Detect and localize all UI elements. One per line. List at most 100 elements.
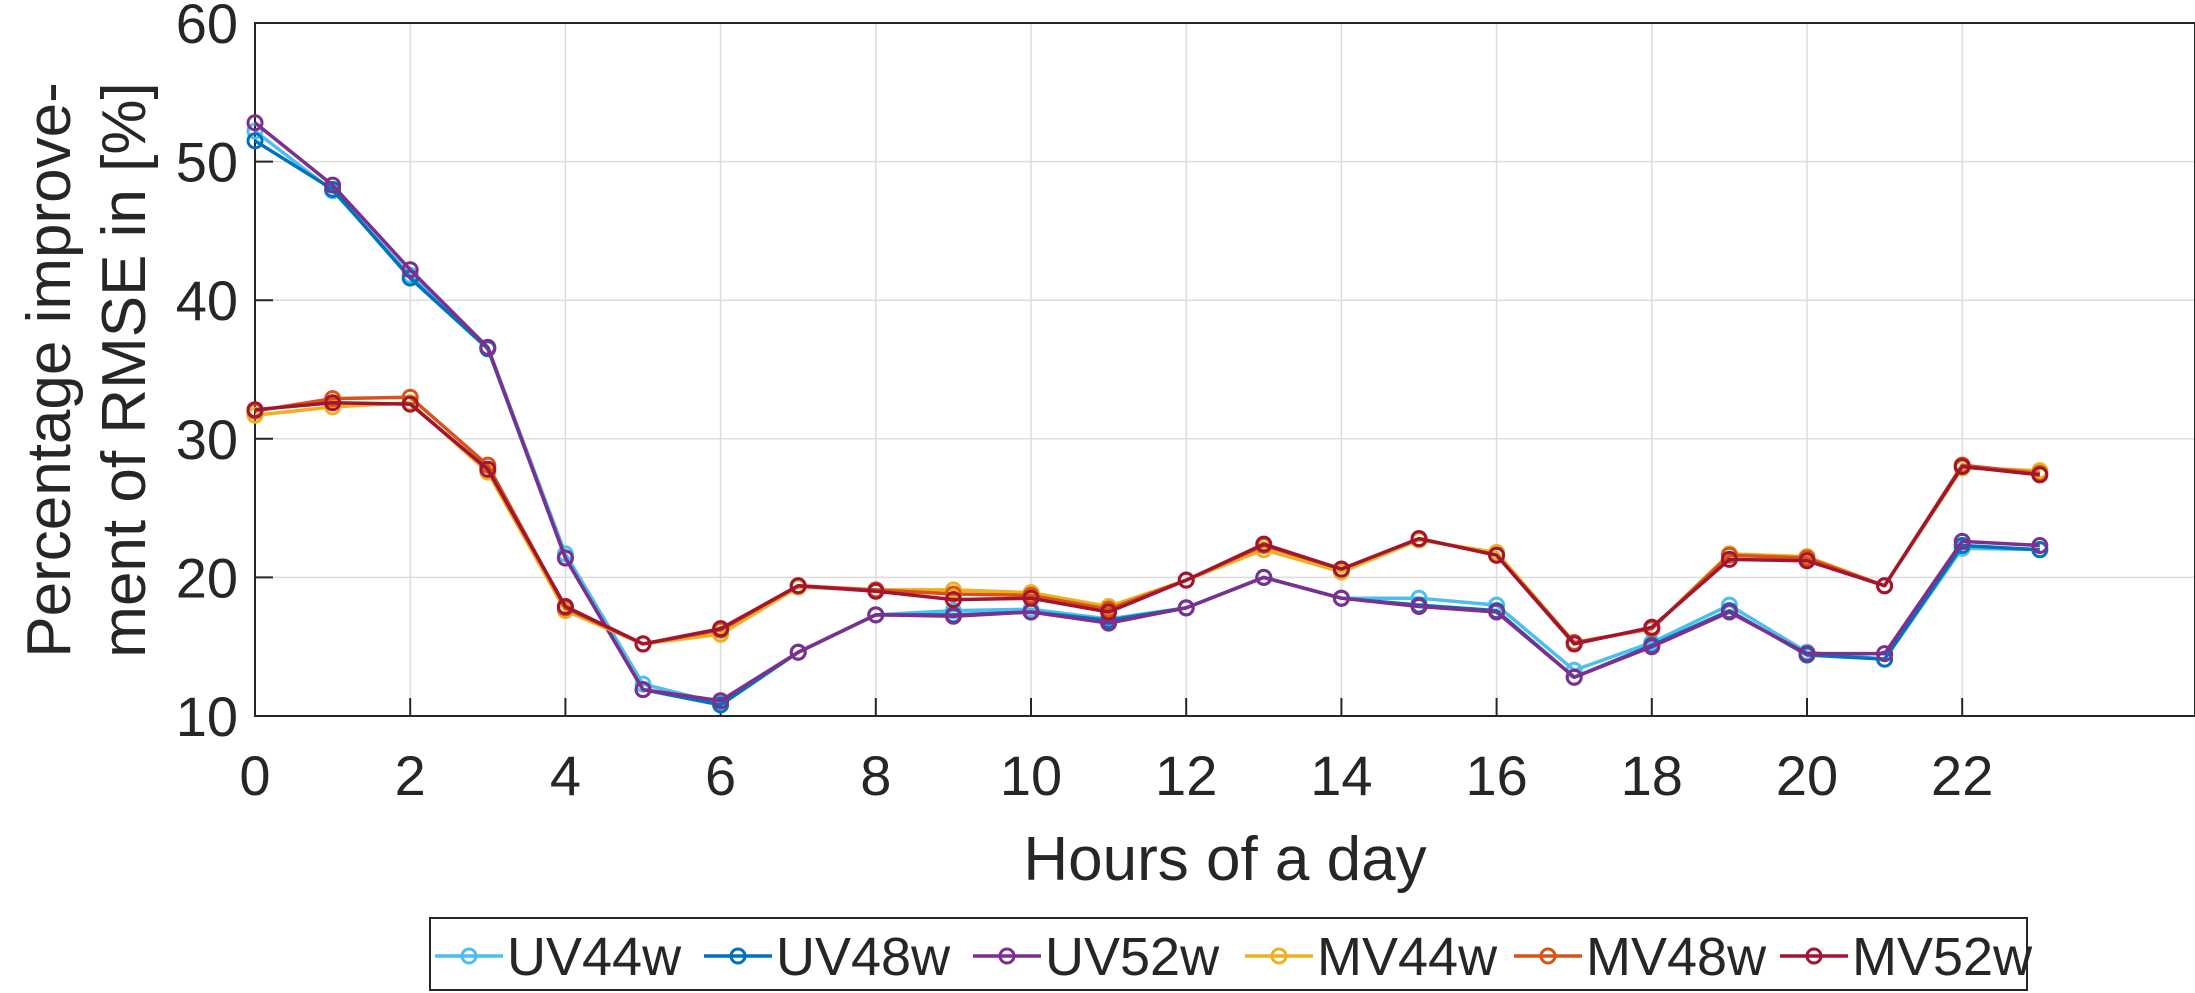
y-tick-label: 30 [176,408,238,471]
y-axis-title-line-2: ment of RMSE in [%] [90,82,159,657]
data-point [1720,603,1738,621]
series-UV52w [246,114,2049,710]
data-point [1410,598,1428,616]
y-tick-label: 40 [176,269,238,332]
data-point [324,176,342,194]
legend-item: MV48w [1514,927,1767,987]
data-point [2031,466,2049,484]
data-point [867,582,885,600]
x-tick-label: 16 [1465,744,1527,807]
data-point [944,591,962,609]
x-tick-label: 12 [1155,744,1217,807]
legend: UV44w UV48w UV52w MV44w MV48w MV52w [429,917,2033,991]
legend-label: MV52w [1852,927,2033,987]
legend-label: MV44w [1317,927,1498,987]
data-point [1332,589,1350,607]
legend-marker [998,947,1016,965]
data-point [1798,552,1816,570]
data-point [1876,577,1894,595]
data-point [246,401,264,419]
x-tick-label: 22 [1931,744,1993,807]
legend-item: UV48w [704,927,951,987]
data-point [556,598,574,616]
legend-label: UV44w [507,927,682,987]
x-tick-label: 20 [1776,744,1838,807]
data-point [479,460,497,478]
legend-label: MV48w [1586,927,1767,987]
y-tick-label: 10 [176,685,238,748]
series-UV44w [246,122,2049,713]
data-point [1876,645,1894,663]
data-point [712,620,730,638]
y-tick-label: 60 [176,0,238,55]
data-point [2031,537,2049,555]
y-tick-label: 50 [176,131,238,194]
data-point [789,577,807,595]
data-point [246,114,264,132]
data-point [1488,603,1506,621]
data-point [1565,635,1583,653]
x-axis: 0 2 4 6 8 10 12 14 16 18 20 22 [239,698,1993,807]
series-line [254,401,2040,646]
data-point [634,635,652,653]
y-axis-title-line-1: Percentage improve- [15,82,84,658]
data-point [1488,546,1506,564]
data-point [556,549,574,567]
x-tick-label: 18 [1621,744,1683,807]
legend-label: UV52w [1045,927,1220,987]
legend-item: UV52w [973,927,1220,987]
series-group [246,114,2049,714]
series-line [254,139,2040,707]
data-point [1177,571,1195,589]
x-tick-label: 4 [550,744,581,807]
data-point [1177,599,1195,617]
legend-box [429,917,2028,991]
series-MV52w [246,394,2049,653]
data-point [1255,535,1273,553]
data-point [1643,638,1661,656]
x-axis-title: Hours of a day [1023,825,1426,894]
data-point [1255,568,1273,586]
data-point [324,394,342,412]
legend-marker [1805,947,1823,965]
series-line [253,121,2040,703]
legend-item: MV44w [1245,927,1498,987]
data-point [712,692,730,710]
data-point [1410,530,1428,548]
data-point [867,606,885,624]
data-point [1953,532,1971,550]
data-point [1643,618,1661,636]
legend-item: MV52w [1780,927,2033,987]
grid [254,22,2195,717]
legend-marker [460,947,478,965]
data-point [401,395,419,413]
data-point [1100,603,1118,621]
data-point [1720,550,1738,568]
data-point [401,261,419,279]
data-point [1798,645,1816,663]
series-line [253,129,2040,706]
legend-marker [1270,947,1288,965]
data-point [1953,458,1971,476]
legend-label: UV48w [776,927,951,987]
legend-marker [729,947,747,965]
legend-marker [1539,947,1557,965]
legend-item: UV44w [435,927,682,987]
x-tick-label: 14 [1310,744,1372,807]
x-tick-label: 0 [239,744,270,807]
data-point [1332,560,1350,578]
data-point [944,607,962,625]
plot-area-border [254,22,2195,717]
x-tick-label: 8 [860,744,891,807]
series-line [254,395,2040,646]
x-tick-label: 2 [395,744,426,807]
data-point [634,681,652,699]
data-point [1022,589,1040,607]
x-tick-label: 10 [1000,744,1062,807]
data-point [789,643,807,661]
y-tick-label: 20 [176,546,238,609]
data-point [479,338,497,356]
data-point [1565,668,1583,686]
y-axis: 10 20 30 40 50 60 [176,0,273,748]
